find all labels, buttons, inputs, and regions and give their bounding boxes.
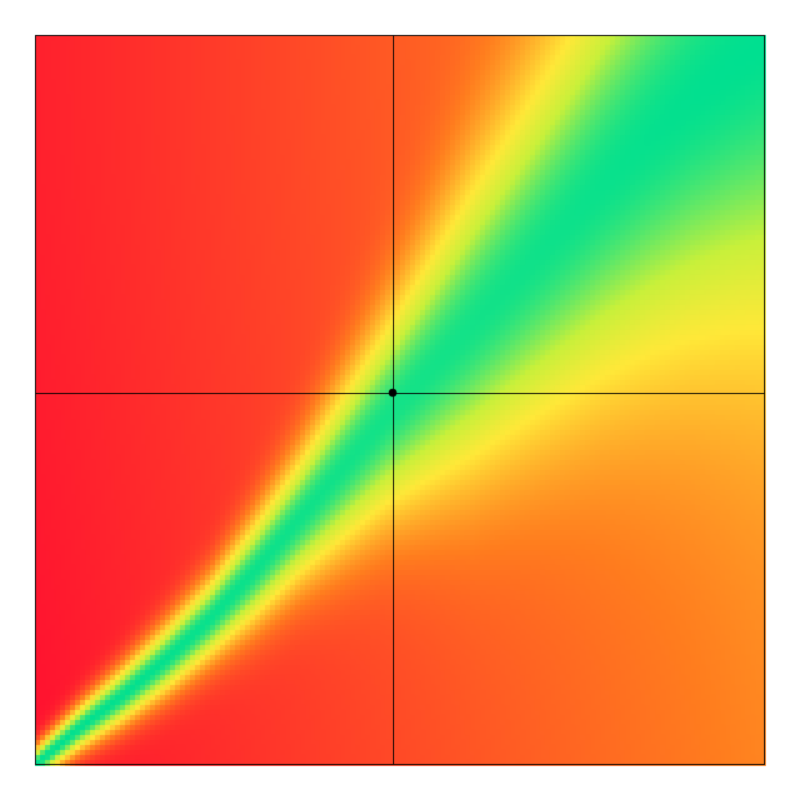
heatmap-canvas bbox=[0, 0, 800, 800]
chart-container: TheBottleneck.com bbox=[0, 0, 800, 800]
